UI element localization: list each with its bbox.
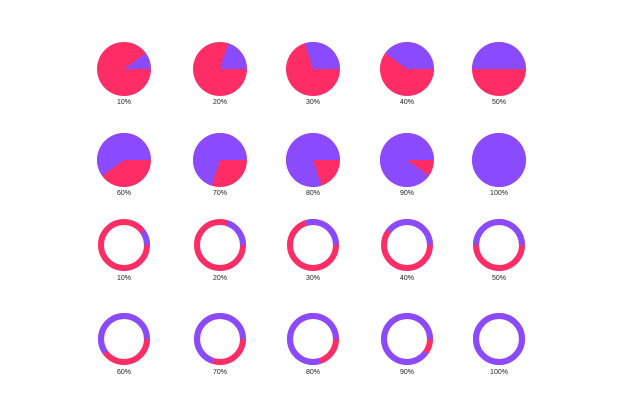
percent-label: 20% xyxy=(213,275,227,282)
donut-chart-60: 60% xyxy=(98,312,150,376)
percent-label: 60% xyxy=(117,190,131,197)
pie-chart-70: 70% xyxy=(193,133,247,197)
pie-progress-slice xyxy=(193,133,247,186)
pie-chart-group: 10% 20% 30% 40% 50% 60% 70% 80% 90% 100% xyxy=(97,41,526,197)
percent-label: 60% xyxy=(117,369,131,376)
donut-chart-50: 50% xyxy=(473,219,525,282)
pie-progress-slice xyxy=(380,132,434,187)
donut-chart-100: 100% xyxy=(473,313,525,376)
percent-label: 50% xyxy=(492,99,506,106)
pie-chart-60: 60% xyxy=(97,132,151,197)
donut-chart-70: 70% xyxy=(194,313,246,376)
pie-progress-slice xyxy=(385,42,434,69)
pie-progress-slice xyxy=(472,42,526,69)
donut-progress-arc xyxy=(98,312,150,355)
percent-label: 30% xyxy=(306,275,320,282)
percent-label: 100% xyxy=(490,369,508,376)
donut-chart-80: 80% xyxy=(287,313,339,376)
donut-progress-arc xyxy=(140,229,150,245)
pie-progress-slice xyxy=(304,41,340,69)
donut-chart-40: 40% xyxy=(381,219,433,282)
percent-label: 50% xyxy=(492,275,506,282)
percent-label: 90% xyxy=(400,369,414,376)
percent-label: 80% xyxy=(306,369,320,376)
pie-chart-10: 10% xyxy=(97,42,151,106)
percent-label: 20% xyxy=(213,99,227,106)
donut-chart-90: 90% xyxy=(381,312,433,376)
percent-label: 10% xyxy=(117,99,131,106)
percent-label: 10% xyxy=(117,275,131,282)
pie-chart-40: 40% xyxy=(380,42,434,106)
pie-chart-80: 80% xyxy=(285,133,340,197)
donut-chart-group: 10% 20% 30% 40% 50% 60% 70% 80% 90% 100% xyxy=(98,218,525,376)
percent-label: 80% xyxy=(306,190,320,197)
donut-progress-arc xyxy=(385,219,433,245)
donut-progress-arc xyxy=(226,220,246,245)
donut-chart-30: 30% xyxy=(287,218,340,282)
percent-label: 70% xyxy=(213,369,227,376)
donut-progress-arc xyxy=(473,313,525,365)
donut-chart-10: 10% xyxy=(98,219,150,282)
percent-label: 70% xyxy=(213,190,227,197)
pie-progress-slice xyxy=(472,133,526,187)
pie-chart-30: 30% xyxy=(286,41,340,106)
pie-chart-90: 90% xyxy=(380,132,434,197)
percent-label: 90% xyxy=(400,190,414,197)
percent-label: 40% xyxy=(400,275,414,282)
pie-progress-slice xyxy=(285,133,340,188)
pie-progress-slice xyxy=(220,43,247,69)
donut-progress-arc xyxy=(381,312,433,365)
donut-progress-arc xyxy=(473,219,525,245)
donut-remainder-arc xyxy=(98,219,150,271)
pie-progress-slice xyxy=(97,132,151,176)
percent-label: 100% xyxy=(490,190,508,197)
donut-progress-arc xyxy=(304,218,340,245)
pie-chart-20: 20% xyxy=(193,42,247,106)
percent-label: 30% xyxy=(306,99,320,106)
pie-chart-50: 50% xyxy=(472,42,526,106)
pie-progress-slice xyxy=(124,53,151,69)
donut-chart-20: 20% xyxy=(194,219,246,282)
percent-label: 40% xyxy=(400,99,414,106)
pie-chart-100: 100% xyxy=(472,133,526,197)
